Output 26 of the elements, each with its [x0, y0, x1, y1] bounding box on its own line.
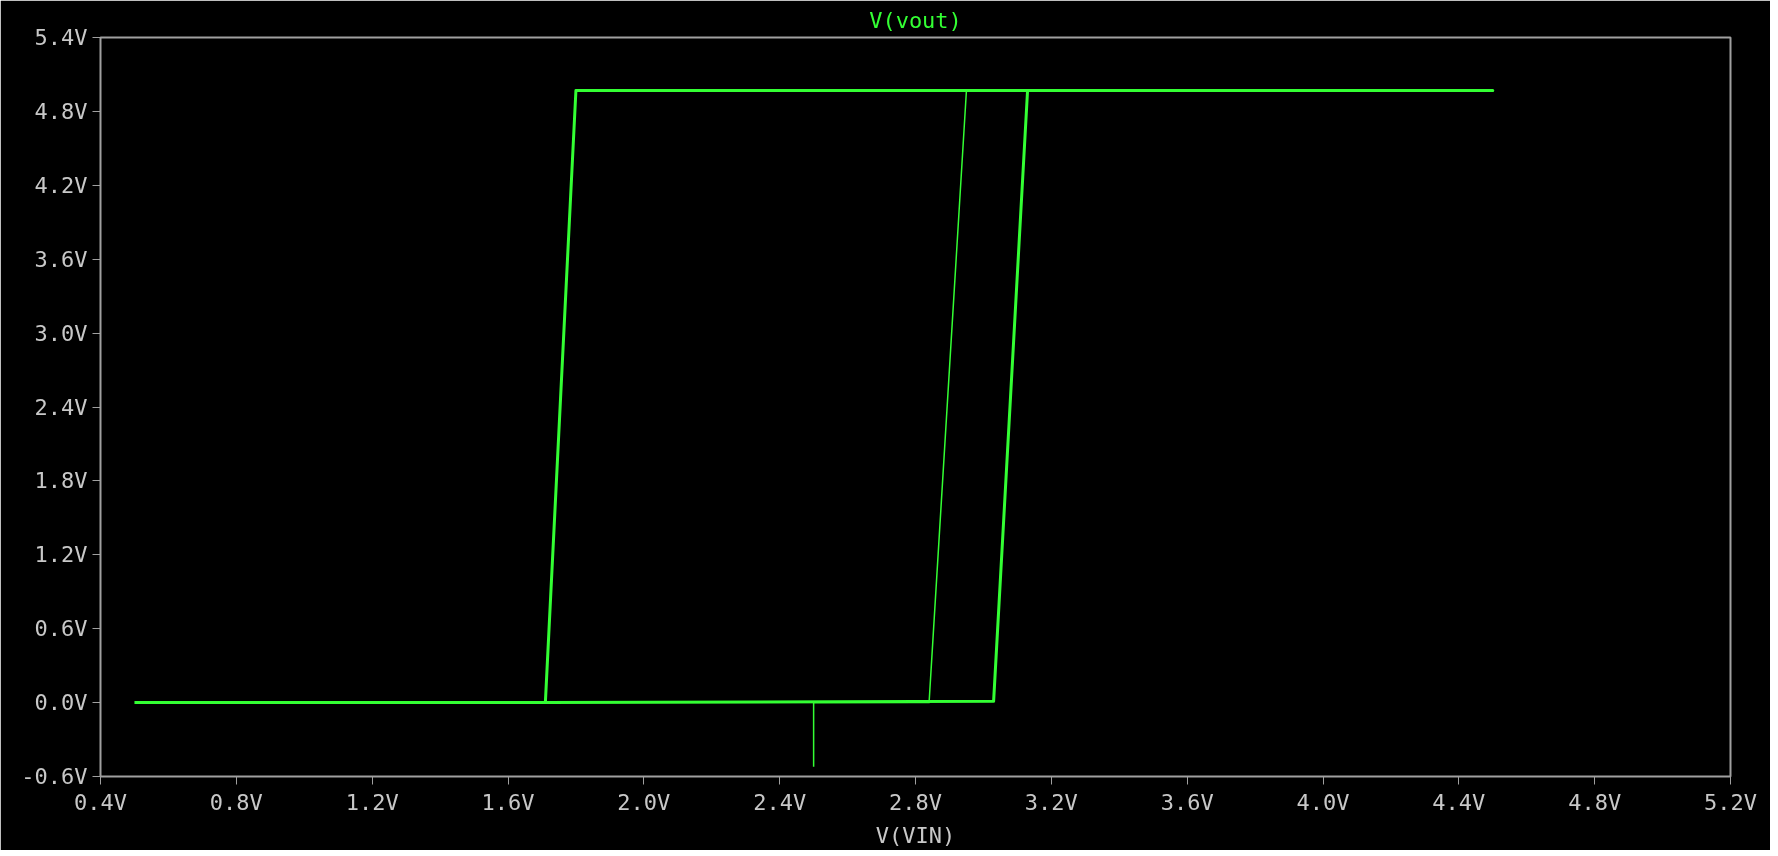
- x-tick-label: 1.6V: [481, 789, 535, 815]
- y-tick-label: -0.6V: [21, 764, 88, 789]
- y-tick-label: 1.8V: [34, 468, 88, 494]
- chart-title: V(vout): [869, 7, 962, 33]
- y-tick-label: 2.4V: [34, 394, 88, 420]
- y-tick-label: 4.8V: [34, 98, 88, 124]
- x-tick-label: 1.2V: [345, 789, 399, 815]
- x-tick-label: 2.4V: [753, 789, 807, 815]
- x-tick-label: 0.4V: [74, 789, 127, 815]
- y-tick-label: 1.2V: [34, 542, 88, 568]
- y-tick-label: 0.6V: [34, 616, 88, 642]
- x-tick-label: 3.6V: [1160, 789, 1214, 815]
- y-tick-label: 3.0V: [34, 320, 88, 346]
- y-tick-label: 0.0V: [34, 690, 88, 716]
- x-tick-label: 4.0V: [1296, 789, 1350, 815]
- y-tick-label: 4.2V: [34, 172, 88, 198]
- x-tick-label: 4.4V: [1432, 789, 1486, 815]
- x-tick-label: 5.2V: [1704, 789, 1757, 815]
- x-tick-label: 2.8V: [889, 789, 942, 815]
- y-tick-label: 5.4V: [34, 25, 88, 50]
- x-tick-label: 3.2V: [1024, 789, 1078, 815]
- y-tick-label: 3.6V: [34, 246, 88, 272]
- x-tick-label: 0.8V: [209, 789, 263, 815]
- x-tick-label: 4.8V: [1568, 789, 1622, 815]
- x-axis-title: V(VIN): [875, 822, 956, 848]
- x-tick-label: 2.0V: [617, 789, 671, 815]
